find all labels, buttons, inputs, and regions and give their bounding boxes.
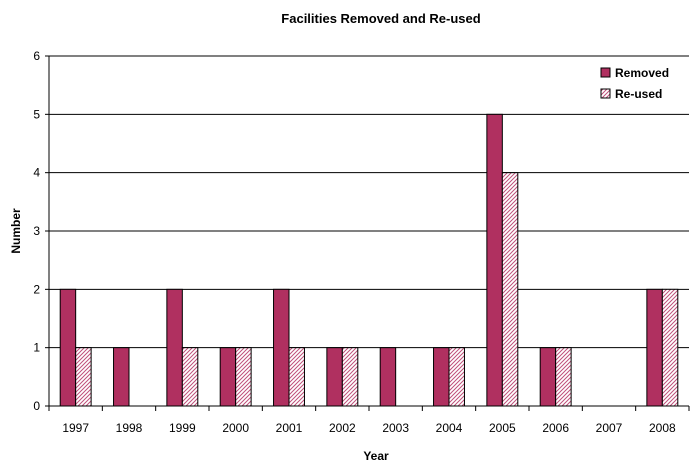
bar-removed <box>59 288 77 407</box>
y-axis-title: Number <box>9 208 23 254</box>
x-tick-label: 2007 <box>596 421 623 435</box>
x-tick-label: 2002 <box>329 421 356 435</box>
bar-reused <box>235 347 252 407</box>
x-tick-label: 1997 <box>62 421 89 435</box>
bars <box>59 113 679 407</box>
x-tick-label: 2000 <box>222 421 249 435</box>
bar-removed <box>113 347 130 407</box>
y-tick-label: 1 <box>33 341 40 355</box>
axes <box>45 55 690 411</box>
bar-removed <box>273 288 290 407</box>
x-tick-label: 2008 <box>649 421 676 435</box>
x-tick-label: 2004 <box>436 421 463 435</box>
bar-reused <box>555 347 572 407</box>
bar-removed <box>219 347 237 407</box>
x-tick-labels: 1997 1998 1999 2000 2001 2002 2003 2004 2005 2006… <box>62 421 676 435</box>
x-axis-title: Year <box>363 449 389 463</box>
y-tick-labels: 0 1 2 3 4 5 6 <box>33 49 40 413</box>
x-tick-label: 2003 <box>382 421 409 435</box>
x-tick-label: 1998 <box>116 421 143 435</box>
bar-reused <box>181 347 199 407</box>
bar-removed <box>379 347 397 407</box>
x-tick-label: 2006 <box>542 421 569 435</box>
legend-label: Re-used <box>615 87 662 101</box>
bar-removed <box>646 288 663 407</box>
bar-removed <box>326 347 343 407</box>
bar-reused <box>501 172 519 407</box>
y-tick-label: 3 <box>33 224 40 238</box>
bar-removed <box>433 347 450 407</box>
legend: Removed Re-used <box>600 66 669 101</box>
legend-swatch <box>600 88 611 99</box>
x-tick-label: 2001 <box>276 421 303 435</box>
y-tick-label: 2 <box>33 282 40 296</box>
x-tick-label: 2005 <box>489 421 516 435</box>
bar-reused <box>448 347 465 407</box>
bar-removed <box>539 347 557 407</box>
chart-title: Facilities Removed and Re-used <box>281 11 480 26</box>
bar-removed <box>166 288 183 407</box>
bar-reused <box>661 288 679 407</box>
bar-removed <box>486 113 503 407</box>
y-tick-label: 6 <box>33 49 40 63</box>
bar-reused <box>341 347 359 407</box>
y-tick-label: 5 <box>33 107 40 121</box>
y-tick-label: 0 <box>33 399 40 413</box>
x-tick-label: 1999 <box>169 421 196 435</box>
legend-swatch <box>600 67 611 78</box>
legend-label: Removed <box>615 66 669 80</box>
bar-reused <box>75 347 92 407</box>
bar-reused <box>288 347 305 407</box>
gridlines <box>49 55 689 349</box>
y-tick-label: 4 <box>33 166 40 180</box>
